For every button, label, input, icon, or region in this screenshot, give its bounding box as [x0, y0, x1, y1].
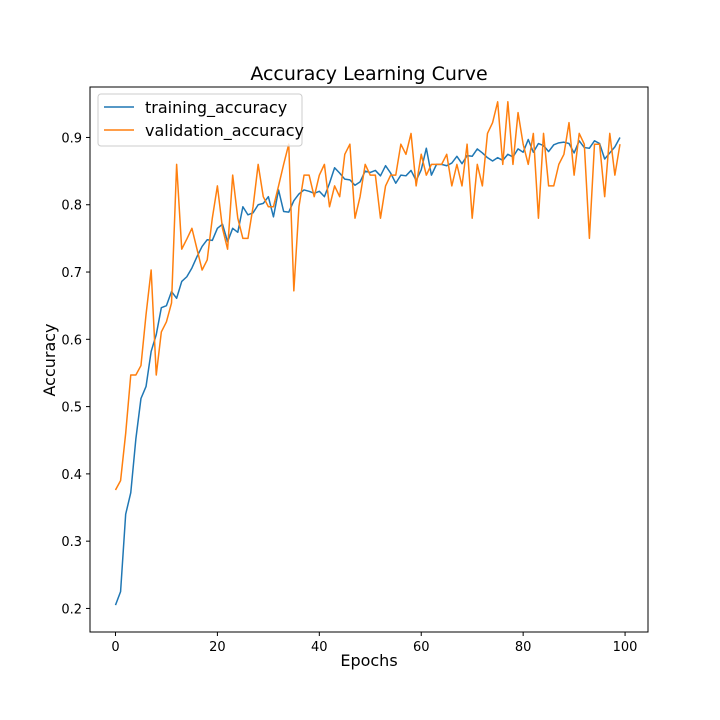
x-tick-label: 40 — [311, 640, 328, 655]
chart-title: Accuracy Learning Curve — [250, 63, 487, 85]
y-axis-label: Accuracy — [40, 323, 59, 396]
y-tick-label: 0.2 — [61, 602, 82, 617]
x-tick-label: 100 — [613, 640, 638, 655]
y-tick-label: 0.5 — [61, 401, 82, 416]
legend: training_accuracy validation_accuracy — [97, 93, 304, 147]
series-line-training_accuracy — [114, 137, 621, 606]
axes-frame — [89, 86, 649, 633]
x-tick-label: 60 — [413, 640, 430, 655]
y-tick-label: 0.8 — [61, 199, 82, 214]
legend-label-training_accuracy: training_accuracy — [145, 98, 287, 118]
y-tick-label: 0.4 — [61, 468, 82, 483]
y-tick-label: 0.6 — [61, 333, 82, 348]
y-tick-label: 0.3 — [61, 535, 82, 550]
legend-box — [97, 93, 303, 147]
x-axis-label: Epochs — [340, 651, 397, 670]
series-line-validation_accuracy — [114, 101, 621, 491]
legend-label-validation_accuracy: validation_accuracy — [145, 121, 304, 141]
x-tick-label: 80 — [515, 640, 532, 655]
axis-ticks: 0 20 40 60 80 100 0.2 0.3 0.4 0.5 0.6 0.7 0.8 0.9 — [61, 131, 637, 655]
y-tick-label: 0.9 — [61, 131, 82, 146]
plot-area — [114, 101, 621, 606]
x-tick-label: 20 — [209, 640, 226, 655]
y-tick-label: 0.7 — [61, 266, 82, 281]
x-tick-label: 0 — [111, 640, 119, 655]
